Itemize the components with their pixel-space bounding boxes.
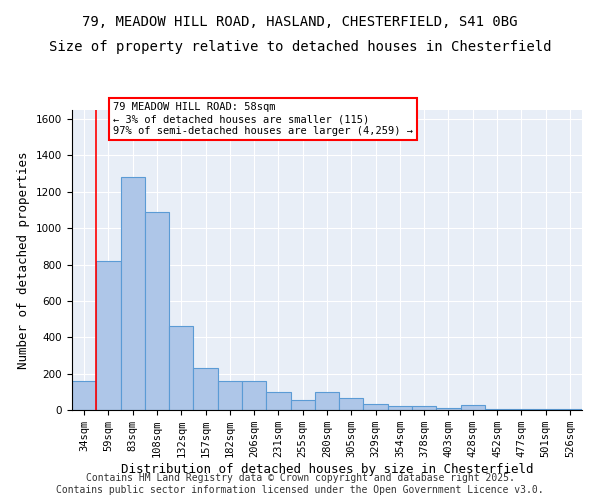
Bar	[145, 212, 169, 410]
Text: 79, MEADOW HILL ROAD, HASLAND, CHESTERFIELD, S41 0BG: 79, MEADOW HILL ROAD, HASLAND, CHESTERFI…	[82, 15, 518, 29]
Bar	[242, 381, 266, 410]
Bar	[461, 404, 485, 410]
Bar	[533, 409, 558, 410]
Bar	[509, 409, 533, 410]
Text: 79 MEADOW HILL ROAD: 58sqm
← 3% of detached houses are smaller (115)
97% of semi: 79 MEADOW HILL ROAD: 58sqm ← 3% of detac…	[113, 102, 413, 136]
Bar	[72, 381, 96, 410]
Bar	[485, 409, 509, 410]
Bar	[436, 408, 461, 410]
Bar	[96, 261, 121, 410]
Text: Contains HM Land Registry data © Crown copyright and database right 2025.
Contai: Contains HM Land Registry data © Crown c…	[56, 474, 544, 495]
Bar	[339, 398, 364, 410]
Bar	[290, 400, 315, 410]
Text: Size of property relative to detached houses in Chesterfield: Size of property relative to detached ho…	[49, 40, 551, 54]
Bar	[121, 178, 145, 410]
Bar	[558, 409, 582, 410]
Bar	[169, 326, 193, 410]
Bar	[218, 381, 242, 410]
Bar	[315, 392, 339, 410]
Y-axis label: Number of detached properties: Number of detached properties	[17, 151, 31, 369]
Bar	[388, 406, 412, 410]
Bar	[193, 368, 218, 410]
Bar	[266, 392, 290, 410]
Bar	[412, 406, 436, 410]
X-axis label: Distribution of detached houses by size in Chesterfield: Distribution of detached houses by size …	[121, 463, 533, 476]
Bar	[364, 404, 388, 410]
